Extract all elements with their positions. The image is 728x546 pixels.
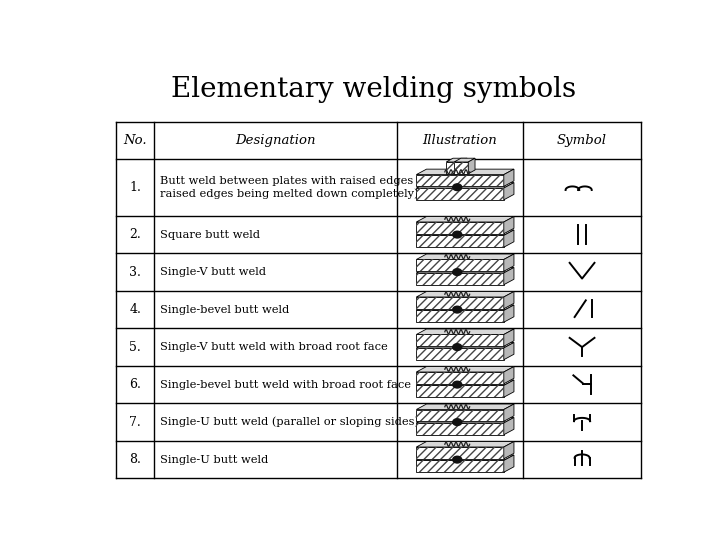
Text: No.: No. [124, 134, 147, 147]
Text: 3.: 3. [130, 265, 141, 278]
Polygon shape [416, 169, 514, 175]
Polygon shape [504, 292, 514, 308]
Text: Single-V butt weld with broad root face: Single-V butt weld with broad root face [160, 342, 387, 352]
Polygon shape [504, 455, 514, 472]
Polygon shape [416, 423, 504, 435]
Polygon shape [504, 254, 514, 271]
Circle shape [453, 184, 462, 191]
Polygon shape [504, 182, 514, 200]
Text: 1.: 1. [130, 181, 141, 194]
Polygon shape [504, 442, 514, 459]
Polygon shape [504, 404, 514, 422]
Text: Butt weld between plates with raised edges (the
raised edges being melted down c: Butt weld between plates with raised edg… [160, 175, 440, 199]
Polygon shape [446, 158, 467, 162]
Text: Single-bevel butt weld: Single-bevel butt weld [160, 305, 289, 314]
Text: Single-U butt weld (parallel or sloping sides): Single-U butt weld (parallel or sloping … [160, 417, 419, 428]
Polygon shape [416, 372, 504, 384]
Polygon shape [416, 268, 514, 273]
Polygon shape [504, 329, 514, 346]
Text: 7.: 7. [130, 416, 141, 429]
Polygon shape [416, 217, 514, 222]
Polygon shape [454, 158, 475, 162]
Polygon shape [504, 418, 514, 435]
Text: Single-U butt weld: Single-U butt weld [160, 455, 268, 465]
Polygon shape [416, 230, 514, 235]
Polygon shape [416, 335, 504, 346]
Polygon shape [416, 235, 504, 247]
Polygon shape [416, 455, 514, 460]
Polygon shape [416, 311, 504, 322]
Circle shape [453, 456, 462, 463]
Polygon shape [504, 380, 514, 397]
Polygon shape [416, 418, 514, 423]
Polygon shape [504, 342, 514, 360]
Circle shape [453, 419, 462, 425]
Circle shape [453, 269, 462, 276]
Polygon shape [416, 342, 514, 348]
Polygon shape [416, 175, 504, 186]
Text: Designation: Designation [235, 134, 316, 147]
Text: Illustration: Illustration [423, 134, 497, 147]
Circle shape [453, 344, 462, 351]
Polygon shape [504, 169, 514, 186]
Text: 5.: 5. [130, 341, 141, 354]
Polygon shape [460, 158, 467, 174]
Text: 2.: 2. [130, 228, 141, 241]
Polygon shape [504, 305, 514, 322]
Polygon shape [416, 292, 514, 297]
Polygon shape [416, 404, 514, 410]
Polygon shape [416, 222, 504, 234]
Polygon shape [504, 268, 514, 284]
Polygon shape [416, 447, 504, 459]
Text: 8.: 8. [130, 453, 141, 466]
Text: Single-V butt weld: Single-V butt weld [160, 267, 266, 277]
Polygon shape [504, 230, 514, 247]
Polygon shape [416, 305, 514, 311]
Polygon shape [416, 188, 504, 200]
Polygon shape [416, 460, 504, 472]
Polygon shape [416, 182, 514, 188]
Text: 4.: 4. [130, 303, 141, 316]
Polygon shape [416, 254, 514, 259]
Polygon shape [416, 410, 504, 422]
Polygon shape [504, 217, 514, 234]
Circle shape [453, 381, 462, 388]
Polygon shape [416, 259, 504, 271]
Polygon shape [416, 329, 514, 335]
Polygon shape [416, 348, 504, 360]
Circle shape [453, 306, 462, 313]
Text: Symbol: Symbol [557, 134, 607, 147]
Text: Single-bevel butt weld with broad root face: Single-bevel butt weld with broad root f… [160, 379, 411, 390]
Text: 6.: 6. [130, 378, 141, 391]
Polygon shape [416, 273, 504, 284]
Polygon shape [446, 162, 460, 174]
Polygon shape [468, 158, 475, 174]
Polygon shape [416, 385, 504, 397]
Text: Elementary welding symbols: Elementary welding symbols [170, 76, 576, 103]
Polygon shape [416, 297, 504, 308]
Circle shape [453, 231, 462, 238]
Text: Square butt weld: Square butt weld [160, 229, 260, 240]
Polygon shape [416, 380, 514, 385]
Polygon shape [416, 442, 514, 447]
Polygon shape [504, 366, 514, 384]
Polygon shape [454, 162, 468, 174]
Polygon shape [416, 366, 514, 372]
